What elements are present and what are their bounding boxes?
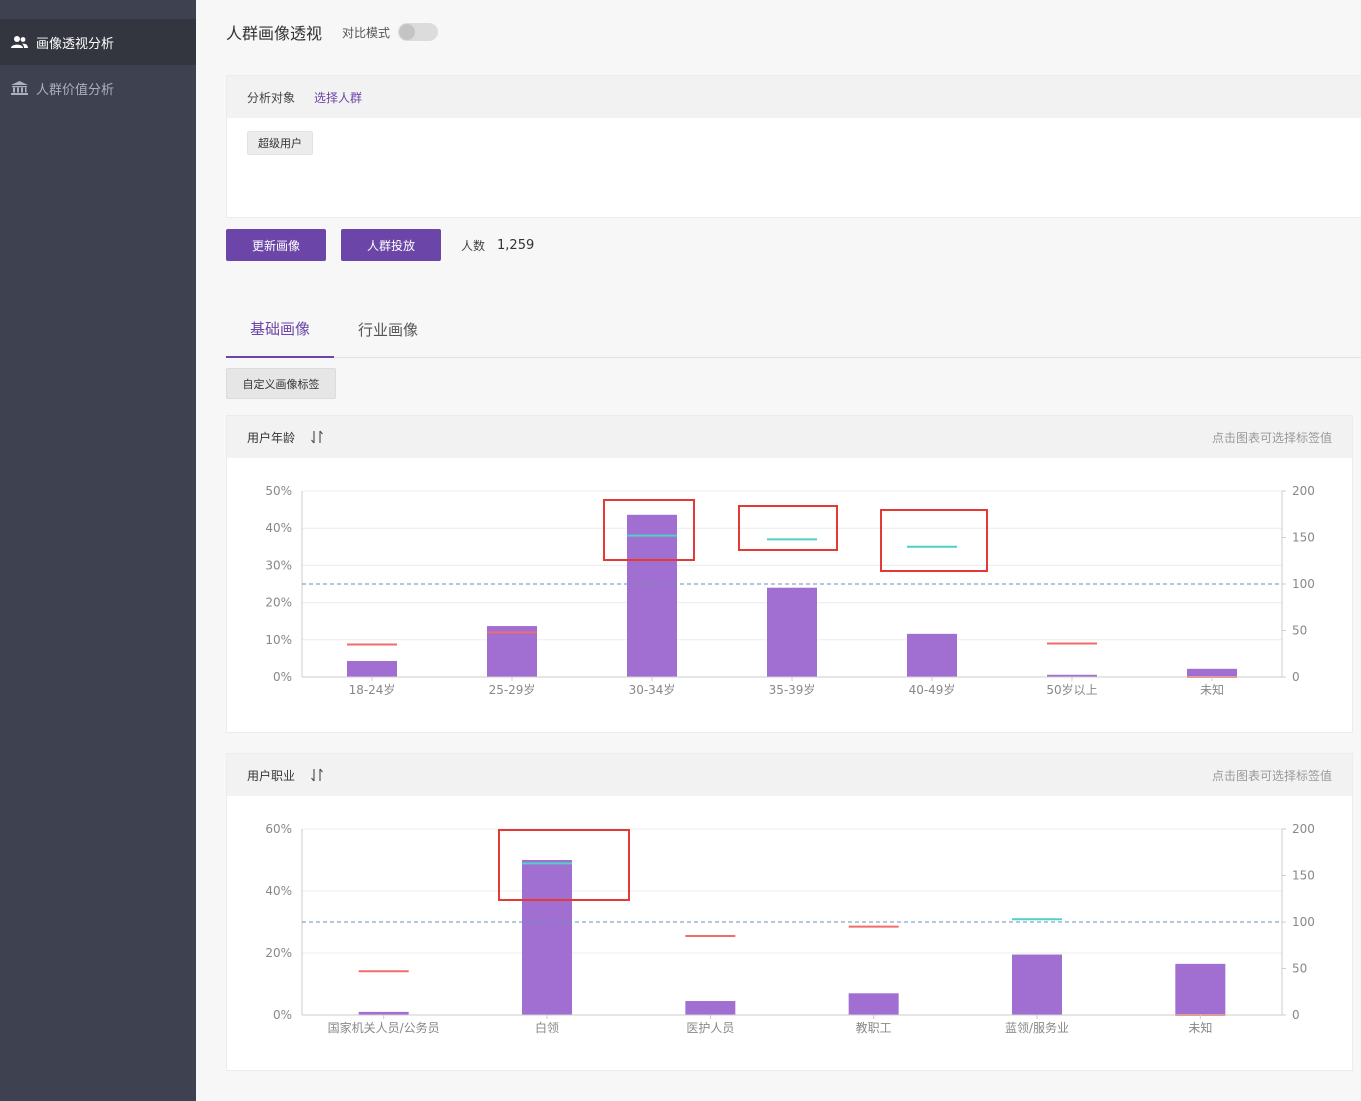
chart-bar [1187,668,1237,677]
x-tick-label: 18-24岁 [349,682,396,697]
y2-tick-label: 100 [1292,915,1315,929]
x-tick-label: 教职工 [856,1020,892,1035]
y2-tick-label: 50 [1292,962,1307,976]
y2-tick-label: 200 [1292,822,1315,836]
y2-tick-label: 200 [1292,484,1315,498]
y2-tick-label: 50 [1292,624,1307,638]
portrait-tabs: 基础画像 行业画像 [226,300,1361,358]
select-crowd-link[interactable]: 选择人群 [314,90,363,105]
chart-bar [487,626,537,677]
age-panel-header: 用户年龄 点击图表可选择标签值 [227,416,1352,458]
y-tick-label: 60% [265,822,292,836]
chart-bar [522,860,572,1015]
x-tick-label: 50岁以上 [1046,682,1097,697]
x-tick-label: 白领 [535,1020,559,1035]
occupation-panel-header: 用户职业 点击图表可选择标签值 [227,754,1352,796]
toggle-knob [399,24,416,40]
sort-icon[interactable] [310,430,324,444]
y2-tick-label: 0 [1292,670,1300,684]
x-tick-label: 未知 [1188,1021,1212,1035]
compare-mode-toggle[interactable] [398,23,439,41]
chart-bar [1012,954,1062,1015]
page-header: 人群画像透视 对比模式 [226,20,439,44]
x-tick-label: 35-39岁 [769,682,816,697]
occupation-panel: 用户职业 点击图表可选择标签值 0% 20% 40% 60% 0 50 100 150 200 国… [226,753,1353,1071]
users-icon [11,36,28,48]
bank-icon [11,81,28,95]
age-panel-title: 用户年龄 [247,430,296,445]
y-tick-label: 40% [265,521,292,535]
x-tick-label: 蓝领/服务业 [1005,1020,1069,1035]
x-tick-label: 30-34岁 [629,682,676,697]
sidebar-top-strip [0,0,196,19]
x-tick-label: 40-49岁 [909,682,956,697]
x-tick-label: 25-29岁 [489,682,536,697]
analysis-target-label: 分析对象 [247,90,296,105]
analysis-target-header: 分析对象 选择人群 [227,76,1361,118]
chart-bar [1047,674,1097,677]
y-tick-label: 50% [265,484,292,498]
y2-tick-label: 150 [1292,869,1315,883]
chart-bar [1175,963,1226,1015]
y-tick-label: 30% [265,558,292,572]
sidebar-item-label: 画像透视分析 [36,36,115,52]
y2-tick-label: 0 [1292,1008,1300,1022]
occupation-chart[interactable]: 0% 20% 40% 60% 0 50 100 150 200 国家机关人员/公务员 白领 医护人员 教… [227,796,1352,1070]
age-panel: 用户年龄 点击图表可选择标签值 0% 10% 20% 30% 40% 50% 0 50 100 1… [226,415,1353,733]
compare-mode-label: 对比模式 [342,25,391,40]
x-tick-label: 国家机关人员/公务员 [328,1020,440,1035]
crowd-deliver-button[interactable]: 人群投放 [341,229,441,261]
main-content: 人群画像透视 对比模式 分析对象 选择人群 超级用户 更新画像 人群投放 人数 … [196,0,1361,1101]
chart-bar [358,1011,409,1015]
page-title: 人群画像透视 [226,24,323,43]
chart-bar [767,587,817,677]
chart-bar [685,1001,736,1015]
update-portrait-button[interactable]: 更新画像 [226,229,326,261]
tab-basic-portrait[interactable]: 基础画像 [226,300,335,358]
chart-bar [347,661,397,677]
chart-bar [907,633,957,677]
y2-tick-label: 150 [1292,531,1315,545]
sidebar-item-value-analysis[interactable]: 人群价值分析 [0,65,196,111]
chart-bar [848,993,899,1015]
sidebar-item-portrait-analysis[interactable]: 画像透视分析 [0,19,196,65]
crowd-count-value: 1,259 [497,237,535,253]
chart-bar [627,514,677,677]
y-tick-label: 20% [265,946,292,960]
y-tick-label: 0% [273,670,292,684]
tab-industry-portrait[interactable]: 行业画像 [358,320,419,339]
chart-hint: 点击图表可选择标签值 [1211,768,1332,783]
y-tick-label: 10% [265,633,292,647]
occupation-panel-title: 用户职业 [247,768,296,783]
y-tick-label: 40% [265,884,292,898]
sidebar-item-label: 人群价值分析 [36,82,115,98]
custom-portrait-tag-button[interactable]: 自定义画像标签 [226,368,336,399]
action-bar: 更新画像 人群投放 人数 1,259 [226,229,534,261]
crowd-count-label: 人数 [461,238,486,253]
crowd-tag[interactable]: 超级用户 [247,131,313,155]
y-tick-label: 20% [265,596,292,610]
x-tick-label: 医护人员 [686,1021,734,1035]
chart-hint: 点击图表可选择标签值 [1211,430,1332,445]
age-chart[interactable]: 0% 10% 20% 30% 40% 50% 0 50 100 150 200 18-24岁 25-29… [227,458,1352,732]
y2-tick-label: 100 [1292,577,1315,591]
analysis-target-box: 分析对象 选择人群 超级用户 [226,75,1361,218]
sort-icon[interactable] [310,768,324,782]
y-tick-label: 0% [273,1008,292,1022]
sidebar: 画像透视分析 人群价值分析 [0,0,196,1101]
x-tick-label: 未知 [1200,683,1224,697]
